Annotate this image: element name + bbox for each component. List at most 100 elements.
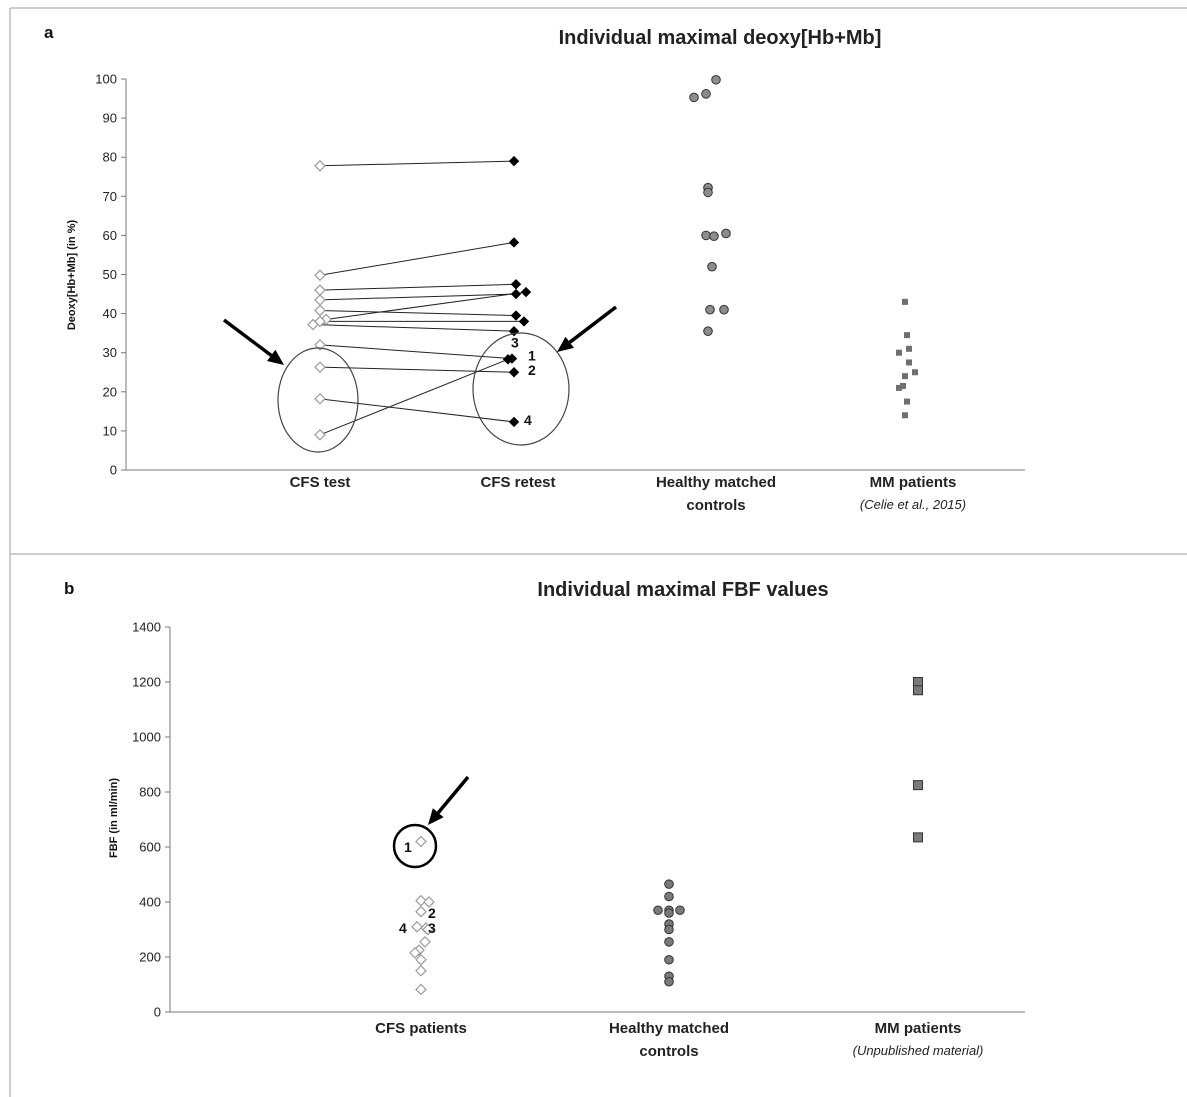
panel-b-category-label: Healthy matched [609, 1020, 729, 1037]
participant-label: 2 [428, 905, 436, 921]
cfs-test-point [314, 339, 326, 351]
cfs-test-point [314, 428, 326, 441]
paired-line [319, 293, 517, 301]
healthy-control-point [664, 891, 674, 902]
paired-line [319, 309, 517, 317]
panel-b-y-axis-label: FBF (in ml/min) [108, 778, 120, 858]
panel-a-data-points [307, 74, 918, 441]
participant-label: 2 [528, 362, 536, 378]
healthy-control-point [703, 187, 713, 198]
panel-a: a Individual maximal deoxy[Hb+Mb] Deoxy[… [44, 23, 1025, 514]
panel-a-category-label: Healthy matched [656, 474, 776, 491]
cfs-patient-point [415, 894, 427, 907]
panel-a-annotations: 312 4 [222, 305, 618, 453]
panel-a-y-tick-label: 60 [103, 228, 117, 243]
cfs-retest-point [508, 416, 520, 428]
mm-patient-point [913, 780, 923, 791]
cfs-retest-point [508, 155, 520, 167]
cfs-patient-point [415, 953, 427, 966]
cfs-retest-point [508, 237, 520, 248]
panel-a-category-label: controls [686, 497, 745, 514]
cfs-patient-point [415, 835, 427, 848]
panel-a-y-tick-label: 70 [103, 189, 117, 204]
highlight-ellipse-test [277, 347, 359, 453]
paired-line [319, 398, 515, 423]
arrow-to-cfs-circle-shaft [436, 775, 470, 814]
panel-b-y-tick-label: 800 [139, 785, 161, 800]
panel-b-y-tick-label: 1200 [132, 675, 161, 690]
panel-a-title: Individual maximal deoxy[Hb+Mb] [559, 27, 882, 49]
healthy-control-point [709, 231, 719, 241]
cfs-test-point [307, 318, 319, 331]
paired-line [319, 241, 515, 276]
healthy-control-point [705, 304, 715, 315]
panel-a-category-labels: CFS test CFS retest Healthy matched control… [290, 474, 967, 514]
mm-patient-point [896, 384, 902, 391]
cfs-test-point [314, 392, 326, 405]
panel-b-category-label: CFS patients [375, 1020, 467, 1037]
cfs-patient-point [419, 936, 431, 948]
panel-a-category-label: CFS test [290, 474, 351, 491]
panel-a-category-label: MM patients [870, 474, 957, 491]
panel-b-category-label: MM patients [875, 1020, 962, 1037]
panel-b-annotations: 1 23 4 [392, 775, 470, 936]
healthy-control-point [664, 976, 674, 987]
arrow-to-test-circle [222, 318, 284, 365]
panel-b-y-tick-label: 600 [139, 840, 161, 855]
cfs-test-point [314, 304, 326, 317]
cfs-test-point [314, 361, 326, 374]
panel-b: b Individual maximal FBF values FBF (in … [64, 579, 1025, 1060]
cfs-patient-point [411, 920, 423, 933]
paired-line [319, 344, 513, 360]
panel-a-y-tick-label: 50 [103, 267, 117, 282]
cfs-patient-point [422, 923, 434, 936]
panel-a-y-axis-label: Deoxy[Hb+Mb] (in %) [66, 220, 78, 331]
highlight-circle-cfs [392, 823, 438, 869]
mm-patient-point [906, 359, 912, 366]
arrow-to-retest-circle-shaft [568, 305, 618, 344]
healthy-control-point [703, 326, 713, 336]
participant-label: 4 [399, 920, 407, 936]
cfs-patient-point [409, 947, 421, 959]
healthy-control-point [664, 879, 674, 889]
healthy-control-point [719, 304, 729, 315]
panel-a-y-tick-label: 90 [103, 111, 117, 126]
healthy-control-point [721, 228, 731, 239]
panel-a-y-tick-label: 20 [103, 384, 117, 399]
panel-b-title: Individual maximal FBF values [537, 579, 828, 601]
mm-patient-point [904, 332, 910, 339]
healthy-control-point [707, 261, 717, 272]
healthy-control-point [653, 905, 663, 916]
participant-label: 3 [511, 335, 519, 351]
arrow-to-test-circle-head [267, 349, 284, 365]
panel-a-y-tick-label: 100 [95, 72, 117, 87]
arrow-to-test-circle-shaft [222, 318, 273, 357]
panel-b-category-label: controls [639, 1043, 698, 1060]
cfs-test-point [314, 269, 326, 282]
panel-a-y-tick-label: 80 [103, 150, 117, 165]
mm-patient-point [912, 369, 918, 376]
panel-b-data-points [409, 677, 923, 996]
mm-patient-point [902, 412, 908, 419]
cfs-test-point [314, 284, 326, 296]
paired-line [319, 358, 509, 436]
panel-b-letter: b [64, 579, 74, 598]
panel-b-axes: 0 200 400 600 800 1000 1200 1400 [132, 620, 1025, 1020]
cfs-retest-point [510, 279, 522, 290]
panel-b-y-tick-label: 400 [139, 895, 161, 910]
mm-patient-point [902, 298, 908, 305]
mm-patient-point [896, 349, 902, 356]
panel-b-category-note: (Unpublished material) [853, 1043, 984, 1058]
cfs-test-point [314, 159, 326, 172]
cfs-retest-point [502, 354, 514, 365]
paired-line [319, 160, 515, 167]
cfs-test-point [314, 294, 326, 306]
participant-label: 4 [524, 412, 532, 428]
cfs-retest-point [510, 288, 522, 300]
healthy-control-point [664, 908, 674, 918]
paired-line [312, 324, 515, 332]
paired-line [325, 291, 527, 320]
mm-patient-point [906, 345, 912, 352]
arrow-to-cfs-circle [428, 775, 470, 825]
